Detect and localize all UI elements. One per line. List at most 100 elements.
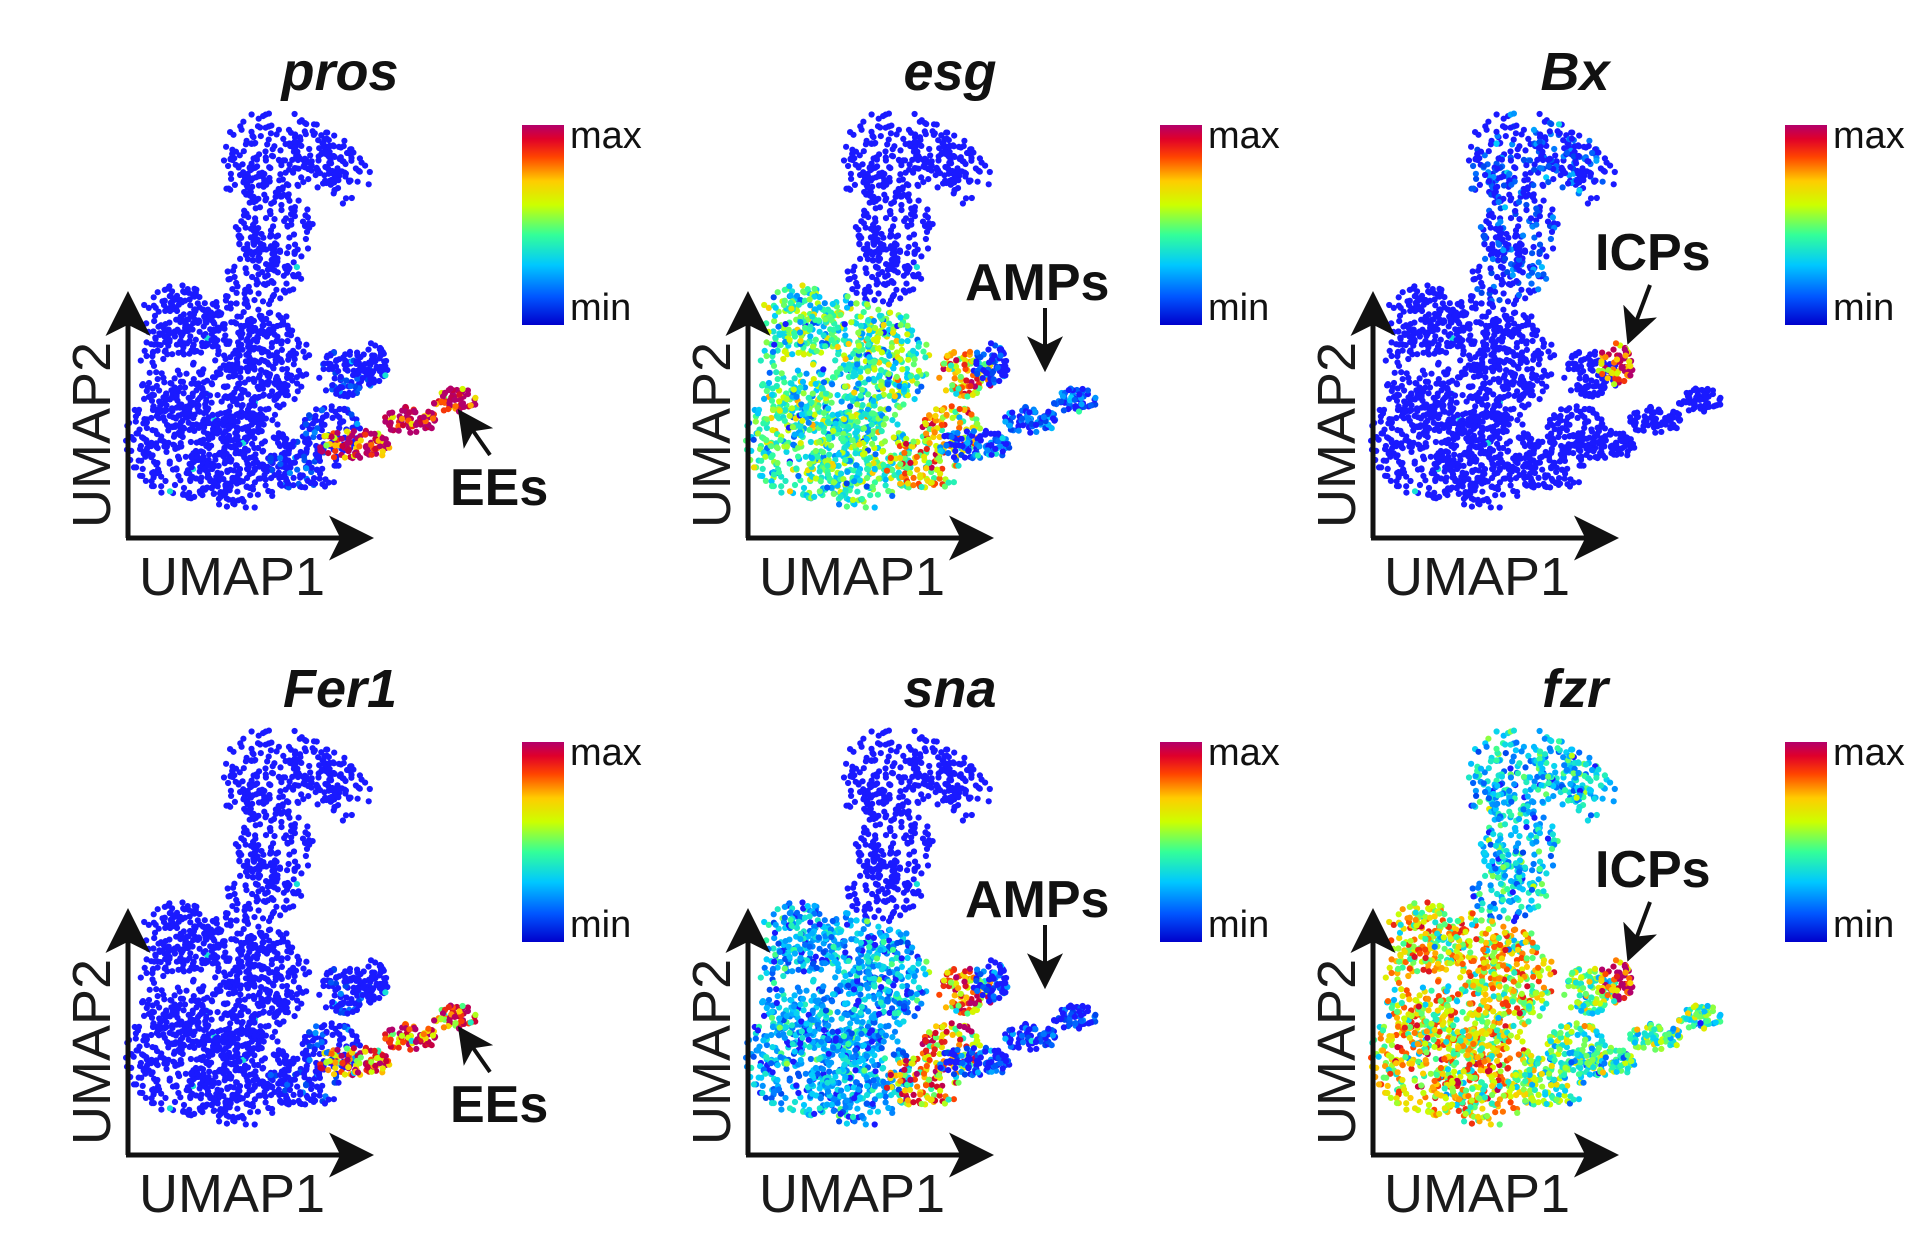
cell-point bbox=[257, 329, 264, 337]
cell-point bbox=[837, 311, 844, 318]
cell-point bbox=[153, 382, 160, 390]
cell-point bbox=[265, 136, 272, 143]
cell-point bbox=[868, 421, 875, 428]
cell-point bbox=[190, 361, 197, 368]
cell-point bbox=[371, 430, 378, 437]
cell-point bbox=[883, 467, 891, 474]
cell-point bbox=[163, 448, 170, 455]
cell-point bbox=[795, 472, 802, 480]
cell-point bbox=[324, 129, 331, 136]
cell-point bbox=[862, 224, 869, 231]
cell-point bbox=[317, 447, 324, 454]
cell-point bbox=[472, 394, 479, 401]
cell-point bbox=[1470, 185, 1477, 192]
cell-point bbox=[278, 338, 285, 345]
cell-point bbox=[139, 472, 146, 480]
cell-point bbox=[763, 387, 770, 395]
cell-point bbox=[264, 141, 271, 148]
cell-point bbox=[308, 479, 315, 486]
cell-point bbox=[962, 195, 970, 202]
cell-point bbox=[918, 483, 925, 491]
cell-point bbox=[191, 493, 198, 500]
cell-point bbox=[774, 445, 781, 452]
cell-point bbox=[268, 122, 275, 129]
cell-point bbox=[854, 418, 861, 425]
cell-point bbox=[170, 441, 177, 448]
cell-point bbox=[910, 231, 918, 238]
cell-point bbox=[852, 148, 860, 155]
cell-point bbox=[842, 457, 849, 464]
cell-point bbox=[180, 390, 187, 397]
cell-point bbox=[986, 381, 993, 388]
cell-point bbox=[950, 152, 957, 160]
cell-point bbox=[336, 406, 343, 413]
cell-point bbox=[1568, 135, 1575, 142]
cell-point bbox=[269, 417, 276, 424]
cell-point bbox=[225, 185, 232, 192]
cell-point bbox=[834, 343, 841, 351]
cell-point bbox=[1075, 408, 1083, 415]
cell-point bbox=[162, 321, 169, 328]
cell-point bbox=[894, 232, 902, 239]
cell-point bbox=[856, 241, 863, 248]
cell-point bbox=[143, 437, 150, 444]
cell-point bbox=[1526, 157, 1534, 164]
cell-point bbox=[866, 326, 873, 334]
cell-point bbox=[258, 428, 265, 435]
cell-point bbox=[407, 429, 414, 436]
cell-point bbox=[262, 215, 270, 222]
cell-point bbox=[886, 352, 893, 359]
cell-point bbox=[260, 321, 267, 329]
cell-point bbox=[853, 462, 860, 469]
cell-point bbox=[212, 420, 219, 427]
cell-point bbox=[881, 438, 888, 445]
cell-point bbox=[270, 291, 277, 299]
cell-point bbox=[943, 442, 950, 449]
cell-point bbox=[353, 360, 360, 367]
cell-point bbox=[383, 441, 390, 448]
cell-point bbox=[187, 302, 194, 309]
panel-title: pros bbox=[279, 42, 398, 102]
cell-point bbox=[269, 388, 276, 395]
cell-point bbox=[870, 317, 877, 324]
cell-point bbox=[250, 198, 257, 206]
cell-point bbox=[920, 453, 928, 460]
cell-point bbox=[153, 369, 160, 376]
cell-point bbox=[314, 184, 321, 191]
cell-point bbox=[865, 214, 872, 221]
cell-point bbox=[238, 495, 246, 503]
cell-point bbox=[915, 197, 922, 204]
cell-point bbox=[1576, 187, 1583, 194]
cell-point bbox=[1597, 165, 1604, 172]
cell-point bbox=[968, 157, 975, 164]
cell-point bbox=[289, 327, 296, 334]
cell-point bbox=[828, 399, 835, 406]
cell-point bbox=[467, 402, 474, 409]
cell-point bbox=[1536, 110, 1543, 118]
cell-point bbox=[893, 373, 900, 380]
cell-point bbox=[455, 408, 463, 415]
cell-point bbox=[868, 140, 875, 147]
cell-point bbox=[277, 171, 284, 178]
cell-point bbox=[238, 413, 245, 420]
cell-point bbox=[271, 251, 278, 258]
cell-point bbox=[342, 170, 349, 177]
cell-point bbox=[937, 470, 944, 477]
cell-point bbox=[786, 336, 793, 343]
cell-point bbox=[761, 395, 768, 402]
cell-point bbox=[263, 467, 271, 474]
cell-point bbox=[857, 171, 864, 179]
cell-point bbox=[279, 366, 286, 373]
cell-point bbox=[1538, 165, 1545, 172]
cell-point bbox=[799, 417, 806, 424]
cell-point bbox=[923, 445, 930, 453]
cell-point bbox=[287, 459, 294, 466]
cell-point bbox=[148, 478, 155, 485]
cell-point bbox=[398, 415, 406, 422]
cell-point bbox=[770, 406, 777, 413]
cell-point bbox=[275, 126, 282, 133]
cell-point bbox=[757, 357, 764, 364]
cell-point bbox=[224, 293, 231, 300]
cell-point bbox=[251, 504, 258, 511]
cell-point bbox=[141, 347, 148, 354]
